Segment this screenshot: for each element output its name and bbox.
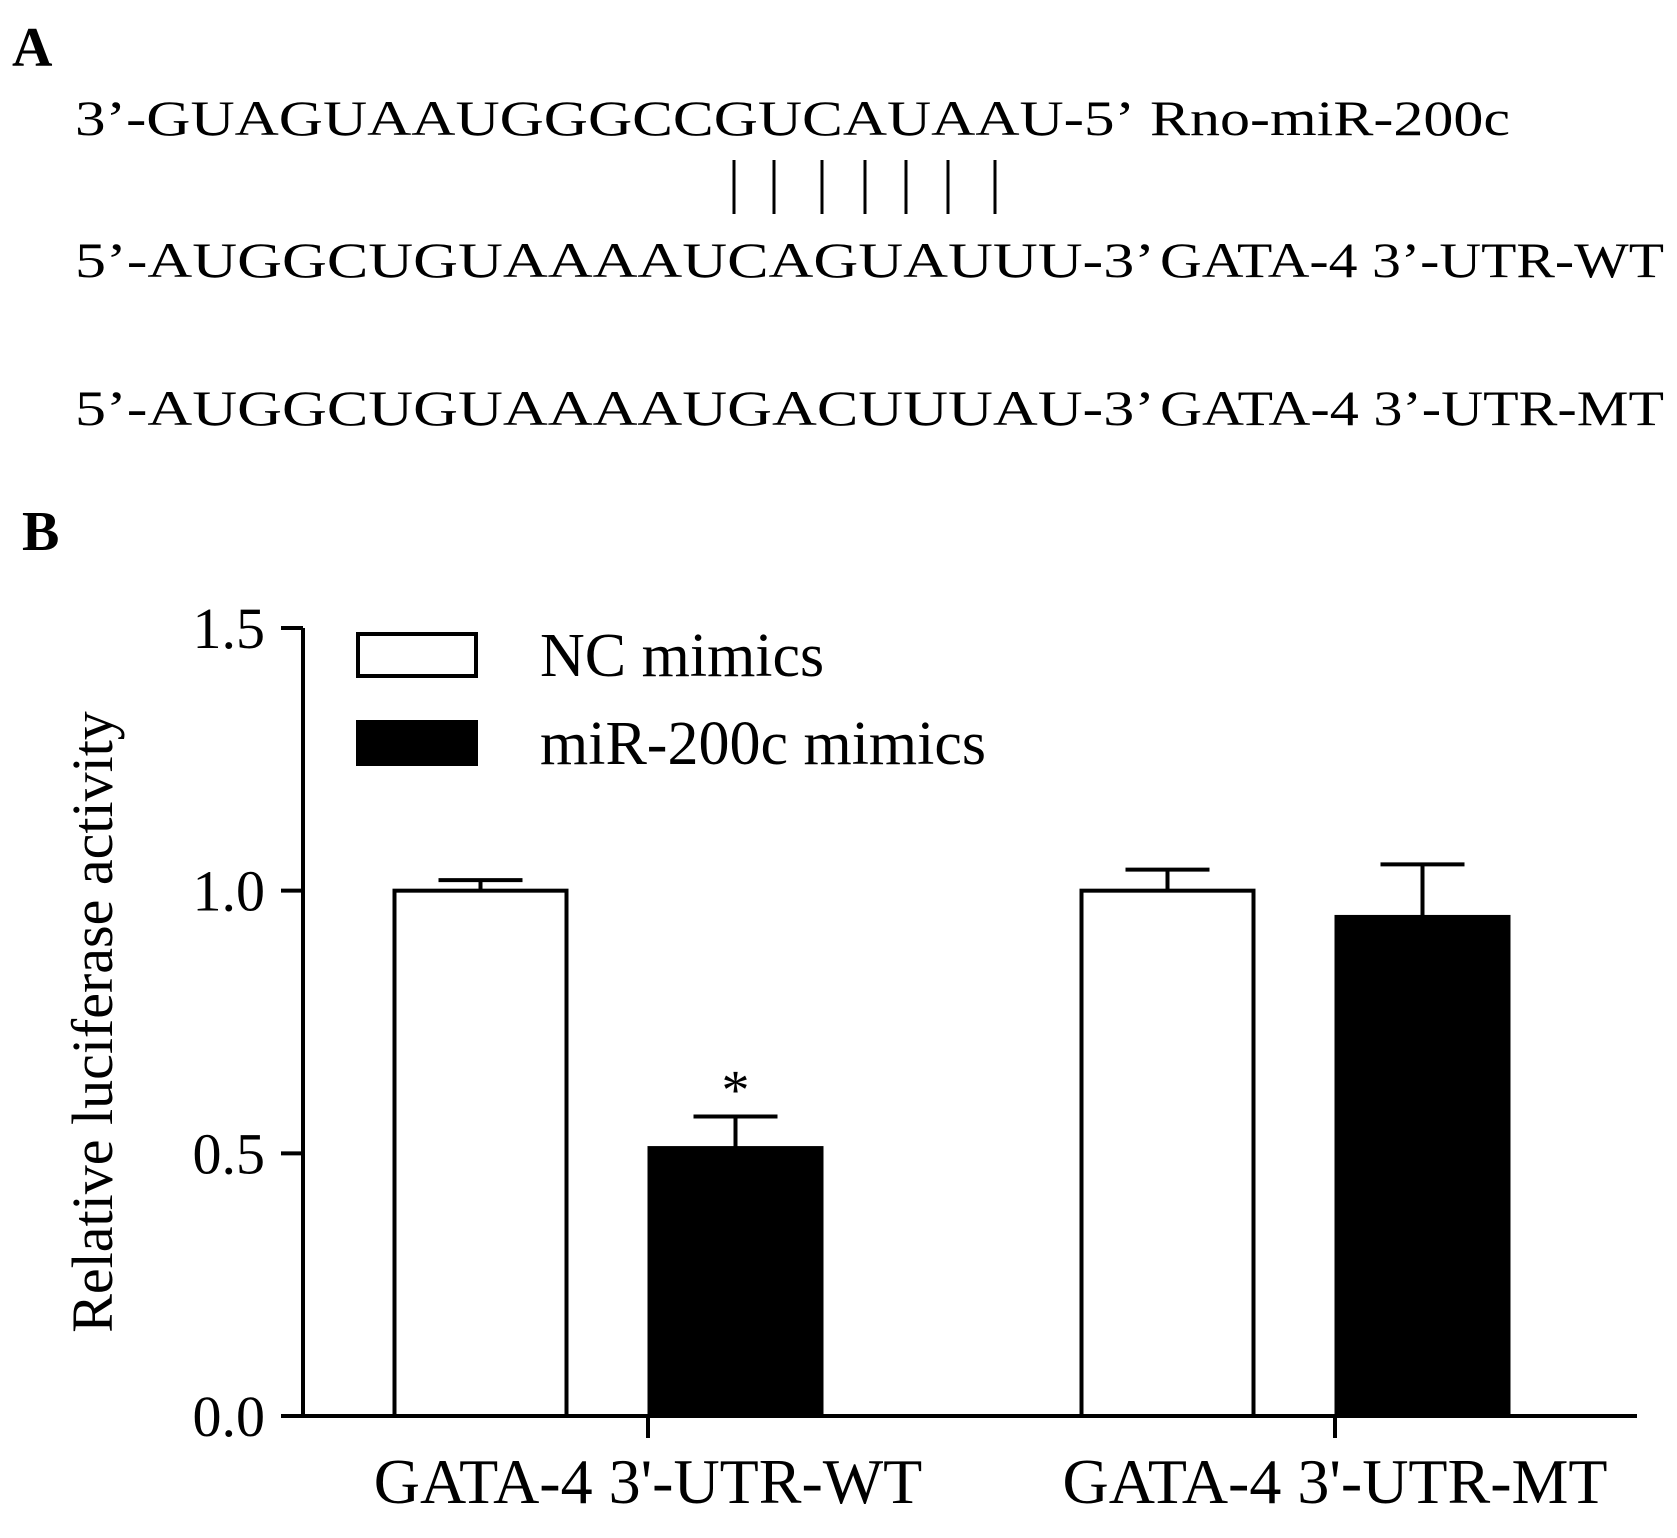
y-axis-title: Relative luciferase activity [60,711,125,1333]
y-tick-label: 0.5 [193,1121,266,1186]
legend-label: NC mimics [540,622,824,690]
bar [1334,914,1511,1419]
wt-sequence: 5’-AUGGCUGUAAAAUCAGUAUUU-3’ [75,232,1155,288]
panel-label: A [12,17,53,79]
mt-name: GATA-4 3’-UTR-MT [1160,380,1664,436]
bar [647,1146,824,1418]
y-tick-label: 1.0 [193,859,266,924]
bar [392,888,569,1418]
legend-swatch [356,720,478,766]
wt-name: GATA-4 3’-UTR-WT [1160,232,1664,288]
legend-label: miR-200c mimics [540,710,986,778]
mirna-sequence: 3’-GUAGUAAUGGGCCGUCAUAAU-5’ [75,90,1135,146]
bar [1079,888,1256,1418]
x-tick-label: GATA-4 3'-UTR-WT [374,1446,923,1517]
y-tick-label: 1.5 [193,596,266,661]
significance-mark: * [722,1060,750,1122]
mt-sequence: 5’-AUGGCUGUAAAAUGACUUUAU-3’ [75,380,1155,436]
mirna-name: Rno-miR-200c [1150,90,1510,146]
legend-swatch [356,632,478,678]
x-tick-label: GATA-4 3'-UTR-MT [1063,1446,1608,1517]
y-tick-label: 0.0 [193,1384,266,1449]
panel-label: B [22,501,59,563]
pairing-lines [732,160,997,214]
